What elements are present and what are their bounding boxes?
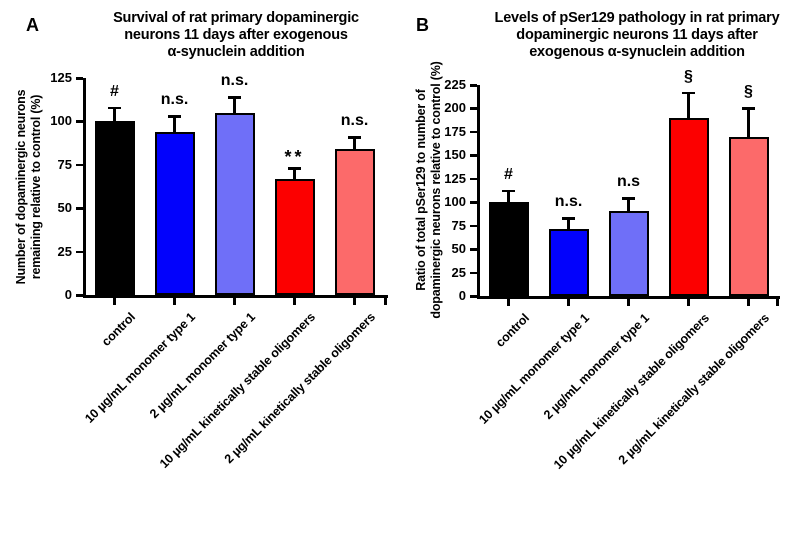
significance-annotation: n.s. <box>340 112 369 130</box>
y-axis-tick <box>76 250 83 254</box>
bar <box>608 210 649 296</box>
x-axis-tick <box>687 299 690 306</box>
bar <box>214 112 255 295</box>
significance-annotation: # <box>110 82 119 100</box>
error-bar-line <box>567 218 570 234</box>
y-axis-tick-label: 125 <box>50 70 72 85</box>
error-bar-cap <box>682 91 695 94</box>
bar <box>154 131 195 295</box>
y-axis-line <box>477 85 480 299</box>
y-axis-tick <box>76 120 83 123</box>
error-bar-cap <box>288 167 301 170</box>
bar <box>668 117 709 296</box>
x-axis-tick <box>353 298 356 305</box>
panel-a: A Survival of rat primary dopaminergic n… <box>14 10 388 471</box>
y-axis-tick <box>470 201 477 204</box>
bar <box>334 149 375 295</box>
panel-a-title: Survival of rat primary dopaminergic neu… <box>113 10 359 60</box>
y-axis-tick-label: 150 <box>444 147 466 163</box>
x-axis-tick <box>173 298 176 305</box>
y-axis-tick-label: 25 <box>451 264 466 280</box>
y-axis-tick-label: 225 <box>444 77 466 92</box>
significance-annotation: n.s. <box>160 91 189 109</box>
panel-b-letter: B <box>416 15 429 35</box>
y-axis-tick-label: 75 <box>57 156 72 172</box>
y-axis-tick <box>470 107 477 110</box>
significance-annotation: § <box>744 83 753 101</box>
y-axis-tick-label: 100 <box>444 194 466 210</box>
error-bar-line <box>627 198 630 215</box>
y-axis-tick <box>470 295 477 298</box>
error-bar-line <box>353 137 356 154</box>
y-axis-tick <box>470 271 477 275</box>
x-axis-tick <box>233 298 236 305</box>
y-axis-tick <box>76 77 83 80</box>
bar <box>728 136 769 296</box>
x-axis-tick <box>507 299 510 306</box>
significance-annotation: § <box>684 67 693 85</box>
y-axis-line <box>83 78 86 298</box>
x-axis-tick <box>627 299 630 306</box>
error-bar-line <box>687 92 690 122</box>
x-axis-tick <box>293 298 296 305</box>
y-axis-tick-label: 25 <box>57 243 72 259</box>
x-axis-tick <box>747 299 750 306</box>
error-bar-line <box>293 168 296 183</box>
error-bar-cap <box>228 96 241 99</box>
error-bar-line <box>233 97 236 117</box>
x-axis-line <box>477 296 780 299</box>
error-bar-cap <box>742 107 755 110</box>
y-axis-tick <box>470 130 477 134</box>
y-axis-tick-label: 50 <box>451 241 466 257</box>
figure: A Survival of rat primary dopaminergic n… <box>14 10 780 472</box>
bar <box>94 121 135 295</box>
y-axis-tick-label: 75 <box>451 217 466 233</box>
panel-b-title: Levels of pSer129 pathology in rat prima… <box>494 10 780 60</box>
y-axis-tick <box>470 177 477 181</box>
y-axis-tick-label: 175 <box>444 123 466 139</box>
y-axis-tick <box>76 207 83 210</box>
significance-annotation: # <box>504 165 513 183</box>
error-bar-line <box>113 107 116 126</box>
significance-annotation: n.s. <box>220 72 249 90</box>
panel-a-letter: A <box>26 15 39 35</box>
y-axis-tick-label: 100 <box>50 113 72 129</box>
y-axis-tick-label: 50 <box>57 200 72 216</box>
error-bar-cap <box>622 197 635 200</box>
significance-annotation: n.s <box>616 173 641 191</box>
y-axis-tick <box>470 224 477 228</box>
panel-b: B Levels of pSer129 pathology in rat pri… <box>414 10 780 472</box>
x-axis-tick <box>567 299 570 306</box>
bar <box>548 229 589 296</box>
bar <box>274 178 315 295</box>
y-axis-tick-label: 125 <box>444 170 466 186</box>
x-axis-line <box>83 295 388 298</box>
x-axis-tick <box>113 298 116 305</box>
error-bar-cap <box>502 189 515 193</box>
y-axis-tick-label: 0 <box>458 288 466 303</box>
significance-annotation: ** <box>284 147 305 168</box>
error-bar-line <box>507 190 510 207</box>
y-axis-tick <box>470 84 477 87</box>
x-axis-end-tick <box>384 298 387 305</box>
error-bar-cap <box>562 217 575 220</box>
error-bar-cap <box>168 115 181 118</box>
y-axis-tick-label: 0 <box>64 287 72 302</box>
y-axis-tick-label: 200 <box>444 100 466 116</box>
x-axis-end-tick <box>776 299 779 306</box>
y-axis-tick <box>470 154 477 157</box>
y-axis-tick <box>76 163 83 167</box>
significance-annotation: n.s. <box>554 193 583 211</box>
y-axis-tick <box>76 294 83 297</box>
y-axis-tick <box>470 248 477 251</box>
error-bar-cap <box>108 106 121 109</box>
bar <box>488 202 529 296</box>
error-bar-line <box>747 108 750 141</box>
error-bar-cap <box>348 136 361 139</box>
error-bar-line <box>173 116 176 136</box>
